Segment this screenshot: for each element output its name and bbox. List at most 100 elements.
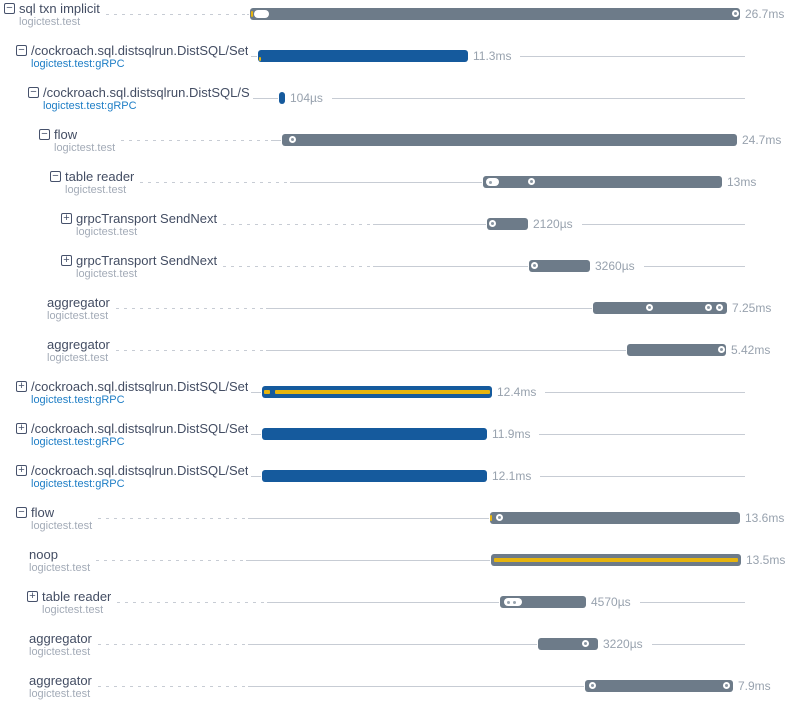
- span-subtitle: logictest.test:gRPC: [43, 100, 137, 112]
- span-bar[interactable]: [258, 50, 468, 62]
- collapse-toggle-icon[interactable]: −: [50, 171, 61, 182]
- leader-dashed-line: [106, 14, 247, 15]
- span-title: /cockroach.sql.distsqlrun.DistSQL/Set: [31, 421, 249, 436]
- span-bar[interactable]: [250, 8, 740, 20]
- expand-toggle-icon[interactable]: +: [61, 255, 72, 266]
- leader-dashed-line: [223, 224, 373, 225]
- child-span-stripe: [494, 558, 738, 562]
- event-dot-marker: [716, 304, 723, 311]
- leader-line: [253, 98, 278, 99]
- span-duration-label: 7.9ms: [738, 679, 771, 693]
- expand-toggle-icon[interactable]: +: [27, 591, 38, 602]
- span-bar[interactable]: [490, 512, 740, 524]
- leader-line: [251, 392, 261, 393]
- collapse-toggle-icon[interactable]: −: [39, 129, 50, 140]
- span-bar[interactable]: [491, 554, 741, 566]
- span-duration-label: 104µs: [290, 91, 323, 105]
- yellow-tick-marker: [259, 57, 261, 61]
- event-pill-marker: [486, 178, 499, 186]
- trail-line: [582, 224, 745, 225]
- collapse-toggle-icon[interactable]: −: [4, 3, 15, 14]
- span-duration-label: 5.42ms: [731, 343, 771, 357]
- collapse-toggle-icon[interactable]: −: [16, 45, 27, 56]
- trace-row: + /cockroach.sql.distsqlrun.DistSQL/Set lo…: [0, 378, 786, 420]
- span-title: aggregator: [29, 631, 92, 646]
- yellow-tick-marker: [490, 515, 492, 521]
- leader-line: [271, 140, 281, 141]
- span-subtitle: logictest.test: [29, 688, 91, 700]
- span-subtitle: logictest.test: [47, 310, 109, 322]
- span-duration-label: 12.1ms: [492, 469, 532, 483]
- expand-toggle-icon[interactable]: +: [16, 423, 27, 434]
- leader-line: [248, 686, 584, 687]
- leader-line: [373, 266, 528, 267]
- event-dot-core: [498, 516, 501, 519]
- child-span-stripe: [275, 390, 490, 394]
- event-dot-marker: [732, 10, 739, 17]
- span-title: aggregator: [47, 295, 110, 310]
- span-title: /cockroach.sql.distsqlrun.DistSQL/Set: [31, 379, 249, 394]
- trace-row: − flow logictest.test 24.7ms: [0, 126, 786, 168]
- child-span-stripe: [264, 390, 270, 394]
- span-bar[interactable]: [262, 428, 487, 440]
- collapse-toggle-icon[interactable]: −: [16, 507, 27, 518]
- span-bar[interactable]: [282, 134, 737, 146]
- span-bar[interactable]: [279, 92, 285, 104]
- span-title: grpcTransport SendNext: [76, 253, 218, 268]
- event-dot-core: [530, 180, 533, 183]
- expand-toggle-icon[interactable]: +: [16, 465, 27, 476]
- span-bar[interactable]: [593, 302, 727, 314]
- yellow-tick-marker: [251, 11, 253, 17]
- leader-dashed-line: [96, 560, 246, 561]
- span-title: flow: [31, 505, 55, 520]
- span-bar[interactable]: [627, 344, 726, 356]
- span-title: flow: [54, 127, 78, 142]
- span-title: /cockroach.sql.distsqlrun.DistSQL/Set: [31, 43, 249, 58]
- span-subtitle: logictest.test: [47, 352, 109, 364]
- span-subtitle: logictest.test: [31, 520, 93, 532]
- leader-line: [248, 644, 537, 645]
- span-bar[interactable]: [483, 176, 722, 188]
- event-pill-dot: [489, 180, 492, 184]
- span-title: table reader: [65, 169, 135, 184]
- event-dot-marker: [723, 682, 730, 689]
- leader-line: [373, 224, 486, 225]
- span-duration-label: 3260µs: [595, 259, 635, 273]
- span-duration-label: 24.7ms: [742, 133, 782, 147]
- event-dot-marker: [528, 178, 535, 185]
- span-bar[interactable]: [529, 260, 590, 272]
- event-dot-core: [718, 306, 721, 309]
- leader-line: [290, 182, 482, 183]
- event-dot-marker: [705, 304, 712, 311]
- event-dot-core: [725, 684, 728, 687]
- span-bar[interactable]: [487, 218, 528, 230]
- leader-dashed-line: [98, 686, 248, 687]
- leader-line: [248, 518, 489, 519]
- leader-line: [267, 602, 499, 603]
- leader-dashed-line: [140, 182, 290, 183]
- collapse-toggle-icon[interactable]: −: [28, 87, 39, 98]
- span-bar[interactable]: [262, 386, 492, 398]
- span-title: noop: [29, 547, 58, 562]
- trace-row: aggregator logictest.test 7.9ms: [0, 672, 786, 714]
- span-bar[interactable]: [538, 638, 598, 650]
- span-bar[interactable]: [262, 470, 487, 482]
- trail-line: [652, 644, 745, 645]
- trace-row: −/cockroach.sql.distsqlrun.DistSQL/Set lo…: [0, 42, 786, 84]
- expand-toggle-icon[interactable]: +: [16, 381, 27, 392]
- event-dot-marker: [289, 136, 296, 143]
- expand-toggle-icon[interactable]: +: [61, 213, 72, 224]
- trail-line: [540, 476, 745, 477]
- span-title: /cockroach.sql.distsqlrun.DistSQL/S: [43, 85, 250, 100]
- span-subtitle: logictest.test: [76, 268, 138, 280]
- leader-line: [266, 350, 626, 351]
- span-bar[interactable]: [500, 596, 586, 608]
- span-bar[interactable]: [585, 680, 733, 692]
- span-duration-label: 13.5ms: [746, 553, 786, 567]
- trace-row: − sql txn implicit logictest.test 26.7ms: [0, 0, 786, 42]
- span-duration-label: 13ms: [727, 175, 757, 189]
- event-dot-marker: [718, 346, 725, 353]
- span-duration-label: 26.7ms: [745, 7, 785, 21]
- event-dot-core: [591, 684, 594, 687]
